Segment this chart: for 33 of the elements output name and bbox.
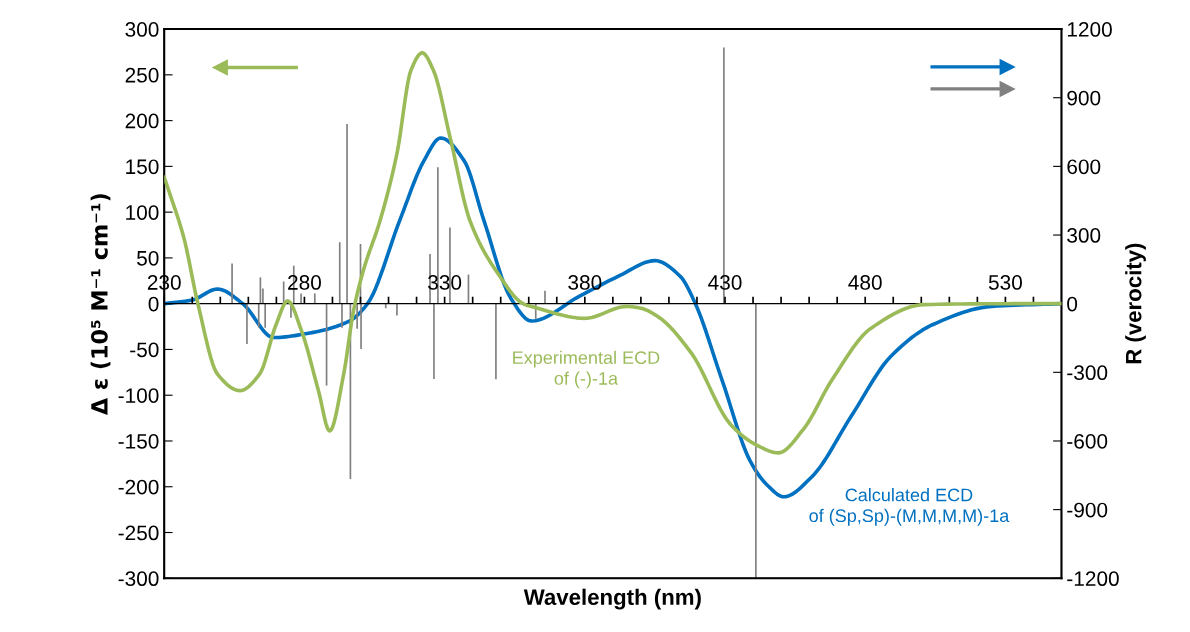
y-tick-label: 50: [137, 250, 159, 266]
y-tick-label: -150: [118, 433, 159, 449]
y2-tick-label: -900: [1067, 502, 1108, 518]
x-tick-label: 530: [988, 275, 1022, 290]
x-tick-label: 330: [428, 275, 462, 290]
y-tick-label: -300: [118, 571, 159, 587]
y2-tick-label: -600: [1067, 433, 1108, 449]
x-tick-label: 280: [288, 275, 321, 290]
y2-tick-label: -1200: [1067, 571, 1119, 587]
y-tick-label: 300: [125, 22, 159, 37]
y-tick-label: 150: [126, 159, 159, 175]
y-tick-label: 200: [125, 113, 159, 129]
y-tick-label: -250: [118, 525, 159, 541]
y-tick-label: -200: [118, 479, 159, 495]
y-tick-label: 0: [148, 296, 159, 312]
x-axis-title: Wavelength (nm): [523, 588, 701, 610]
x-tick-label: 480: [848, 275, 882, 290]
y2-tick-label: 1200: [1067, 22, 1112, 37]
y-tick-label: 250: [125, 67, 159, 83]
y2-tick-label: 0: [1067, 296, 1078, 312]
x-tick-label: 380: [568, 275, 602, 290]
y-tick-label: -100: [118, 388, 159, 403]
y2-tick-label: 300: [1067, 228, 1101, 243]
y-tick-label: -50: [130, 342, 159, 358]
y-axis-title: Δ ε (10⁵ M⁻¹ cm⁻¹): [90, 194, 111, 415]
x-tick-label: 430: [708, 275, 742, 290]
y2-tick-label: 900: [1067, 90, 1101, 106]
series-label: Calculated ECD of (Sp,Sp)-(M,M,M,M)-1a: [809, 488, 1010, 526]
series-label: Experimental ECD of (-)-1a: [513, 350, 660, 389]
y-tick-label: 100: [126, 205, 159, 220]
y2-axis-title: R (verocity): [1125, 243, 1146, 364]
y2-tick-label: -300: [1067, 365, 1108, 381]
y2-tick-label: 600: [1067, 159, 1101, 175]
